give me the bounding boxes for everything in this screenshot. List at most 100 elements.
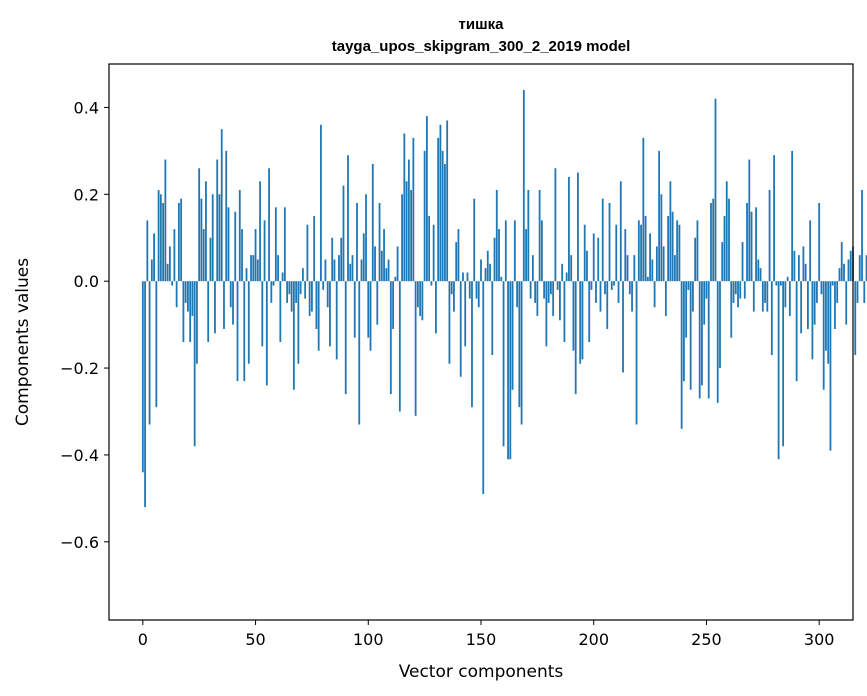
bar-117: [405, 181, 408, 282]
bar-88: [340, 237, 343, 282]
bar-170: [525, 229, 527, 282]
bar-168: [520, 281, 523, 425]
bar-276: [764, 281, 766, 303]
bar-243: [689, 281, 692, 390]
bar-268: [746, 203, 748, 282]
bar-202: [597, 237, 600, 282]
bar-110: [389, 281, 392, 395]
bar-190: [570, 255, 573, 282]
bar-261: [730, 281, 733, 338]
bar-284: [782, 281, 785, 447]
bar-228: [655, 246, 658, 282]
y-tick-label: 0.2: [74, 185, 99, 204]
bar-306: [831, 281, 834, 286]
bar-91: [347, 155, 349, 282]
bar-236: [673, 255, 676, 282]
bar-303: [825, 281, 827, 351]
bar-289: [793, 250, 796, 282]
bar-224: [646, 276, 649, 282]
bar-282: [777, 281, 780, 460]
bar-195: [581, 281, 584, 360]
bar-151: [482, 281, 485, 495]
bar-189: [568, 176, 570, 282]
bar-113: [396, 246, 399, 282]
bar-194: [579, 281, 582, 364]
bar-112: [394, 276, 397, 282]
bar-201: [595, 281, 597, 303]
y-tick-label: 0.4: [74, 98, 99, 117]
bar-29: [207, 281, 210, 342]
bar-32: [214, 281, 216, 334]
bar-118: [407, 159, 410, 282]
bar-38: [227, 207, 230, 282]
bar-28: [205, 181, 207, 282]
bar-187: [563, 281, 566, 342]
bar-13: [171, 281, 174, 286]
bar-164: [511, 281, 514, 390]
bar-95: [356, 203, 358, 282]
bar-6: [155, 281, 158, 408]
bar-180: [547, 281, 550, 303]
bar-35: [220, 129, 223, 282]
bar-212: [619, 181, 622, 282]
bar-270: [750, 211, 753, 282]
bar-238: [678, 224, 681, 282]
bar-281: [775, 281, 778, 286]
bar-65: [288, 281, 291, 295]
bar-301: [820, 281, 823, 295]
chart-title-line1: тишка: [459, 16, 505, 33]
bar-49: [252, 255, 255, 282]
bar-177: [540, 220, 543, 282]
bar-192: [574, 281, 577, 395]
bar-220: [637, 220, 640, 282]
bar-15: [175, 281, 178, 308]
bar-246: [696, 220, 699, 282]
x-axis-label: Vector components: [399, 662, 564, 682]
bar-98: [362, 233, 365, 282]
bar-126: [425, 116, 428, 282]
bar-111: [392, 281, 394, 329]
bar-127: [428, 216, 431, 282]
bar-148: [475, 281, 478, 299]
bar-312: [845, 281, 848, 325]
bar-229: [658, 150, 661, 282]
bar-144: [466, 272, 469, 282]
bar-239: [680, 281, 683, 429]
bar-140: [457, 229, 460, 282]
bar-150: [480, 259, 482, 282]
bar-197: [586, 250, 588, 282]
bar-234: [669, 181, 672, 282]
bar-311: [843, 263, 845, 282]
bar-4: [150, 259, 153, 282]
x-tick-label: 250: [691, 630, 722, 649]
bar-104: [376, 281, 379, 325]
bar-2: [146, 220, 149, 282]
bar-285: [784, 281, 787, 308]
bar-245: [694, 237, 697, 282]
bar-43: [238, 189, 241, 282]
bar-264: [737, 281, 739, 308]
bar-198: [588, 281, 591, 342]
bar-125: [423, 150, 426, 282]
bar-97: [360, 259, 363, 282]
bar-58: [272, 281, 275, 286]
bar-61: [279, 281, 282, 342]
bar-157: [495, 189, 498, 282]
bar-277: [766, 281, 769, 312]
bar-103: [374, 246, 376, 282]
bar-116: [403, 133, 406, 282]
bar-71: [301, 268, 304, 282]
bar-218: [633, 255, 636, 282]
bar-182: [552, 281, 555, 316]
bar-250: [705, 281, 708, 299]
bar-237: [676, 220, 679, 282]
bar-100: [367, 281, 370, 338]
bar-25: [198, 168, 201, 282]
bar-86: [335, 281, 338, 360]
bar-172: [529, 281, 532, 299]
bar-185: [559, 281, 561, 321]
bar-47: [247, 281, 250, 364]
bar-119: [410, 189, 413, 282]
bar-94: [353, 281, 356, 338]
bar-series: [141, 90, 867, 508]
